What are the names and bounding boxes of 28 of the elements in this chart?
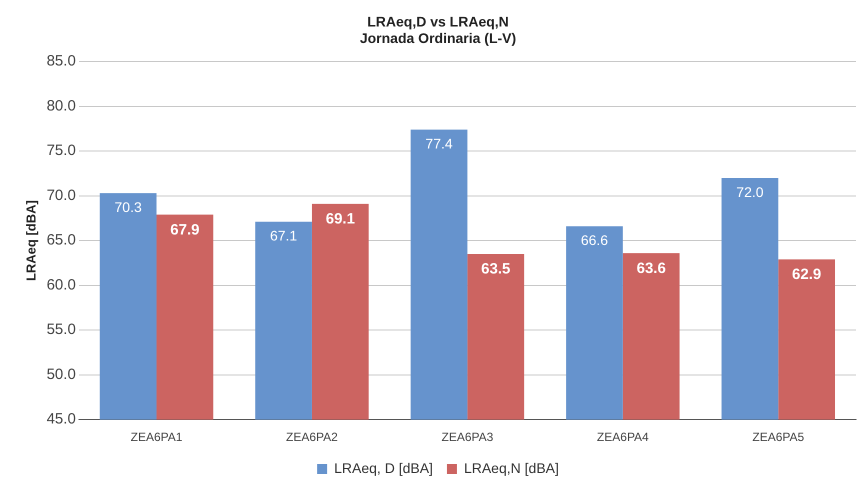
data-label: 62.9 [792,266,822,284]
data-label: 70.3 [114,199,142,216]
data-label: 66.6 [580,232,608,248]
y-tick-label: 75.0 [46,142,76,160]
chart-title: LRAeq,D vs LRAeq,N Jornada Ordinaria (L-V) [360,13,516,46]
y-tick-label: 55.0 [46,321,76,338]
data-label: 67.1 [270,228,298,244]
y-tick-label: 45.0 [46,410,76,428]
data-label: 67.9 [170,221,200,238]
data-label: 69.1 [326,210,355,228]
x-tick-label: ZEA6PA4 [596,430,650,444]
y-tick-label: 80.0 [46,97,76,114]
legend-label: LRAeq,N [dBA] [464,460,559,476]
x-tick-label: ZEA6PA1 [130,430,183,444]
y-tick-label: 60.0 [46,276,76,294]
legend-label: LRAeq, D [dBA] [334,460,433,476]
y-tick-label: 50.0 [46,366,76,383]
x-tick-label: ZEA6PA5 [752,430,804,444]
x-tick-label: ZEA6PA3 [441,430,494,444]
data-label: 63.6 [636,260,666,277]
y-tick-label: 85.0 [46,52,76,70]
x-tick-label: ZEA6PA2 [286,430,338,444]
y-axis-title: LRAeq [dBA] [23,200,38,282]
data-label: 63.5 [481,260,510,278]
y-tick-label: 65.0 [46,232,76,249]
data-label: 72.0 [736,184,764,200]
data-label: 77.4 [425,135,453,152]
y-tick-label: 70.0 [46,186,76,204]
